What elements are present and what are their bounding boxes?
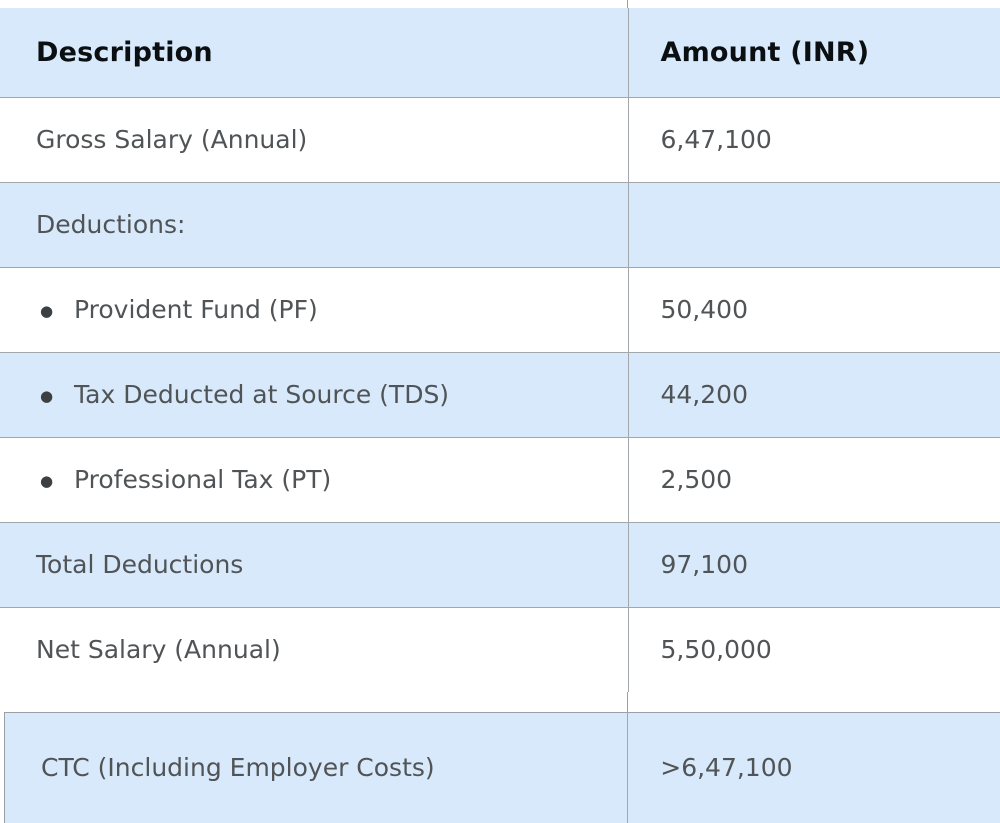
description-cell: ●Provident Fund (PF) bbox=[0, 267, 628, 352]
bullet-icon: ● bbox=[36, 472, 74, 490]
amount-cell bbox=[628, 182, 1000, 267]
amount-cell: 44,200 bbox=[628, 352, 1000, 437]
description-cell: Gross Salary (Annual) bbox=[0, 97, 628, 182]
table-row-deductions-label: Deductions: bbox=[0, 182, 1000, 267]
ctc-table: CTC (Including Employer Costs) >6,47,100 bbox=[4, 712, 1000, 823]
bullet-icon: ● bbox=[36, 387, 74, 405]
table-row-provident-fund: ●Provident Fund (PF) 50,400 bbox=[0, 267, 1000, 352]
bullet-icon: ● bbox=[36, 302, 74, 320]
salary-table: Description Amount (INR) Gross Salary (A… bbox=[0, 8, 1000, 692]
table-row-gross-salary: Gross Salary (Annual) 6,47,100 bbox=[0, 97, 1000, 182]
table-row-professional-tax: ●Professional Tax (PT) 2,500 bbox=[0, 437, 1000, 522]
description-cell: CTC (Including Employer Costs) bbox=[5, 713, 628, 823]
table-row-net-salary: Net Salary (Annual) 5,50,000 bbox=[0, 607, 1000, 692]
description-cell: Deductions: bbox=[0, 182, 628, 267]
row-label: Professional Tax (PT) bbox=[74, 465, 331, 494]
table-row-tds: ●Tax Deducted at Source (TDS) 44,200 bbox=[0, 352, 1000, 437]
description-cell: Total Deductions bbox=[0, 522, 628, 607]
description-cell: Net Salary (Annual) bbox=[0, 607, 628, 692]
amount-cell: >6,47,100 bbox=[628, 713, 1000, 823]
amount-cell: 50,400 bbox=[628, 267, 1000, 352]
table-row-ctc: CTC (Including Employer Costs) >6,47,100 bbox=[5, 713, 1000, 823]
amount-cell: 6,47,100 bbox=[628, 97, 1000, 182]
column-header-description: Description bbox=[0, 8, 628, 97]
table-row-total-deductions: Total Deductions 97,100 bbox=[0, 522, 1000, 607]
table-header-row: Description Amount (INR) bbox=[0, 8, 1000, 97]
row-label: Provident Fund (PF) bbox=[74, 295, 318, 324]
column-header-amount: Amount (INR) bbox=[628, 8, 1000, 97]
row-label: Tax Deducted at Source (TDS) bbox=[74, 380, 449, 409]
amount-cell: 5,50,000 bbox=[628, 607, 1000, 692]
description-cell: ●Professional Tax (PT) bbox=[0, 437, 628, 522]
amount-cell: 2,500 bbox=[628, 437, 1000, 522]
description-cell: ●Tax Deducted at Source (TDS) bbox=[0, 352, 628, 437]
amount-cell: 97,100 bbox=[628, 522, 1000, 607]
